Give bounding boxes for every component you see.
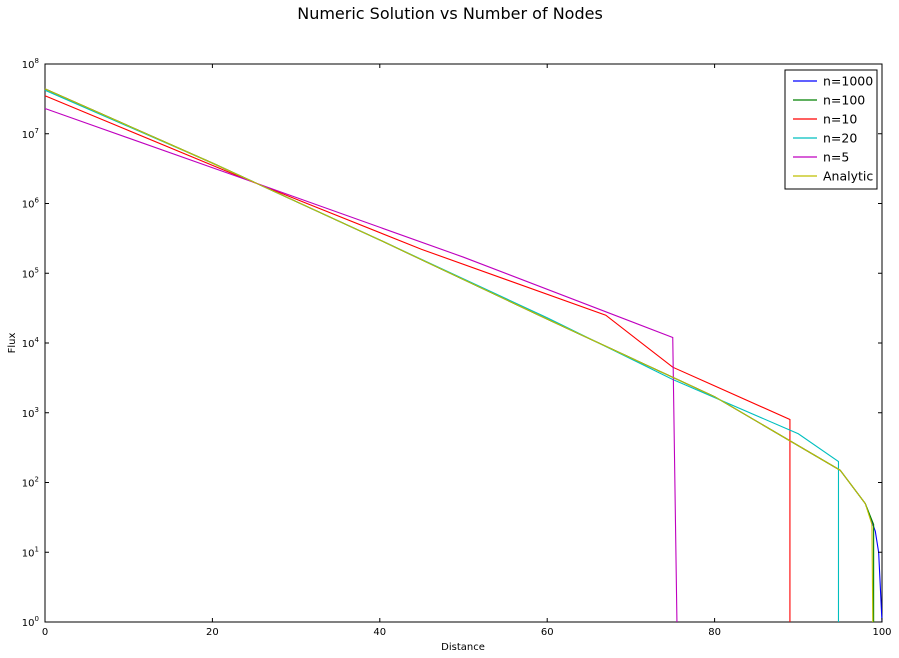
chart-title: Numeric Solution vs Number of Nodes [297,4,603,23]
y-tick-label: 100 [22,615,39,629]
x-tick-label: 80 [708,627,721,638]
series-line-4 [44,108,678,623]
y-axis-label: Flux [7,333,18,354]
legend-label: n=20 [823,131,857,146]
legend-label: n=5 [823,150,849,165]
y-tick-label: 103 [22,406,39,420]
tick-layer: 0 20 40 60 80 100 100 101 102 103 104 105 106 107 108 [22,57,892,638]
y-tick-label: 102 [22,476,39,490]
y-tick-label: 104 [22,336,40,350]
legend-label: Analytic [823,169,873,184]
series-layer [44,88,883,623]
y-tick-label: 107 [22,127,39,141]
legend-label: n=10 [823,112,857,127]
y-tick-label: 108 [22,57,39,71]
legend: n=1000 n=100 n=10 n=20 n=5 Analytic [784,69,878,190]
x-tick-label: 0 [42,627,48,638]
series-line-2 [44,95,791,622]
y-tick-label: 106 [22,197,40,211]
legend-box [784,69,878,190]
series-line-5 [44,88,874,623]
x-tick-label: 100 [872,627,891,638]
x-tick-label: 20 [206,627,219,638]
y-tick-label: 105 [22,266,39,280]
y-tick-label: 101 [22,545,39,559]
legend-label: n=1000 [823,74,873,89]
x-tick-label: 40 [373,627,386,638]
plot-area [44,63,883,623]
x-axis-label: Distance [441,642,485,653]
legend-label: n=100 [823,93,865,108]
x-tick-label: 60 [541,627,554,638]
